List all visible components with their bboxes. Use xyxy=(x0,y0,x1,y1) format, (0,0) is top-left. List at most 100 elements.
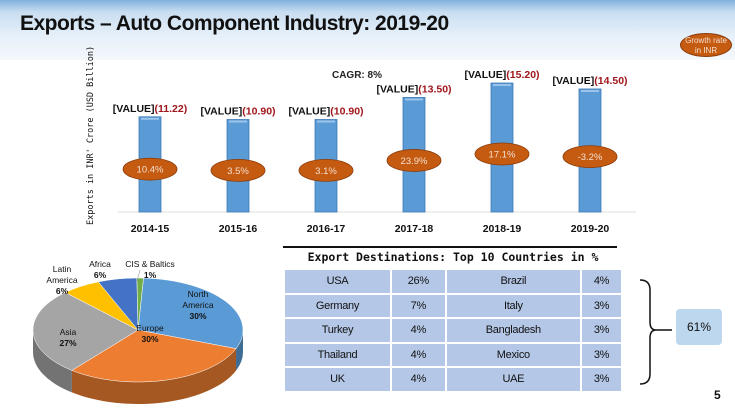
value-prefix: [VALUE] xyxy=(200,106,242,118)
country-cell: Brazil xyxy=(444,268,582,295)
brace-icon xyxy=(639,279,672,385)
bar-highlight xyxy=(141,117,159,120)
page-number: 5 xyxy=(714,388,721,402)
growth-rate-label: 10.4% xyxy=(137,165,164,176)
share-cell: 4% xyxy=(579,268,624,295)
table-row: USA 26% Brazil 4% xyxy=(283,268,624,295)
value-number: (13.50) xyxy=(418,83,451,95)
pie-label: America xyxy=(182,300,213,310)
country-cell: Italy xyxy=(444,292,582,319)
value-number: (15.20) xyxy=(506,69,539,81)
pie-chart: NorthAmerica30%Europe30%Asia27%LatinAmer… xyxy=(32,259,244,404)
country-cell: USA xyxy=(283,268,392,295)
country-cell: Bangladesh xyxy=(444,317,582,344)
growth-rate-label: 3.5% xyxy=(227,166,249,177)
bar-highlight xyxy=(229,120,247,123)
value-number: (11.22) xyxy=(155,103,188,115)
share-cell: 4% xyxy=(389,341,447,368)
bar-highlight xyxy=(493,84,511,87)
pie-label: Asia xyxy=(60,327,77,337)
pie-value-label: 30% xyxy=(141,334,158,344)
share-cell: 3% xyxy=(579,366,624,393)
value-prefix: [VALUE] xyxy=(376,83,418,95)
value-prefix: [VALUE] xyxy=(113,103,155,115)
bar-highlight xyxy=(581,89,599,92)
pie-slice xyxy=(32,292,139,371)
share-cell: 4% xyxy=(389,317,447,344)
pie-value-label: 6% xyxy=(94,270,107,280)
x-tick-label: 2015-16 xyxy=(219,223,258,235)
pie-slice xyxy=(71,329,237,383)
country-cell: Mexico xyxy=(444,341,582,368)
table-row: Turkey 4% Bangladesh 3% xyxy=(283,317,624,344)
pie-value-label: 30% xyxy=(189,311,206,321)
pie-label: Latin xyxy=(53,264,72,274)
value-number: (14.50) xyxy=(594,75,627,87)
pie-slice-side xyxy=(71,348,237,404)
cagr-annotation: CAGR: 8% xyxy=(332,70,382,81)
table-divider xyxy=(283,246,617,248)
value-prefix: [VALUE] xyxy=(288,106,330,118)
pie-label: Europe xyxy=(136,323,164,333)
share-cell: 3% xyxy=(579,317,624,344)
country-cell: Germany xyxy=(283,292,392,319)
pie-slice xyxy=(137,277,244,349)
table-row: Thailand 4% Mexico 3% xyxy=(283,341,624,368)
bar-value-label: [VALUE](14.50) xyxy=(552,75,627,87)
table-title: Export Destinations: Top 10 Countries in… xyxy=(307,250,599,264)
slide-title: Exports – Auto Component Industry: 2019-… xyxy=(20,12,449,35)
share-cell: 3% xyxy=(579,341,624,368)
growth-rate-bubble xyxy=(210,158,266,182)
country-cell: UAE xyxy=(444,366,582,393)
growth-legend-bubble: Growth rate in INR xyxy=(680,33,732,57)
leader-line xyxy=(136,269,141,282)
bar-value-label: [VALUE](11.22) xyxy=(113,103,188,115)
bar-value-label: [VALUE](13.50) xyxy=(376,83,451,95)
growth-rate-label: 3.1% xyxy=(315,166,337,177)
pie-label: America xyxy=(46,275,77,285)
pie-value-label: 1% xyxy=(144,270,157,280)
share-cell: 7% xyxy=(389,292,447,319)
growth-rate-bubble xyxy=(298,158,354,182)
country-cell: UK xyxy=(283,366,392,393)
pie-slice xyxy=(136,277,144,331)
x-tick-label: 2016-17 xyxy=(307,223,346,235)
growth-rate-bubble xyxy=(474,142,530,166)
bar-value-label: [VALUE](10.90) xyxy=(288,106,363,118)
growth-rate-label: 23.9% xyxy=(401,156,428,167)
growth-rate-bubble xyxy=(562,145,618,169)
y-axis-label: Exports in INR' Crore (USD Billion) xyxy=(86,46,96,225)
country-cell: Thailand xyxy=(283,341,392,368)
x-tick-label: 2019-20 xyxy=(571,223,610,235)
growth-rate-label: -3.2% xyxy=(578,152,603,163)
share-cell: 3% xyxy=(579,292,624,319)
growth-rate-bubble xyxy=(122,157,178,181)
export-destinations-table: USA 26% Brazil 4% Germany 7% Italy 3% Turkey 4% Ba… xyxy=(283,268,624,393)
bar-value-label: [VALUE](15.20) xyxy=(464,69,539,81)
growth-rate-label: 17.1% xyxy=(489,149,516,160)
value-prefix: [VALUE] xyxy=(464,69,506,81)
pie-slice-side xyxy=(33,330,72,393)
bar-highlight xyxy=(317,120,335,123)
header-banner xyxy=(0,0,735,60)
table-row: UK 4% UAE 3% xyxy=(283,366,624,393)
pie-value-label: 27% xyxy=(59,338,76,348)
bar-highlight xyxy=(405,98,423,101)
value-prefix: [VALUE] xyxy=(552,75,594,87)
x-tick-label: 2014-15 xyxy=(131,223,170,235)
bar-value-label: [VALUE](10.90) xyxy=(200,106,275,118)
value-number: (10.90) xyxy=(330,106,363,118)
pie-label: CIS & Baltics xyxy=(125,259,175,269)
x-tick-label: 2017-18 xyxy=(395,223,434,235)
top10-total-badge: 61% xyxy=(676,309,722,345)
growth-rate-bubble xyxy=(386,149,442,172)
x-tick-label: 2018-19 xyxy=(483,223,522,235)
bar-chart: Exports in INR' Crore (USD Billion) CAGR… xyxy=(86,46,636,235)
share-cell: 4% xyxy=(389,366,447,393)
share-cell: 26% xyxy=(389,268,447,295)
pie-value-label: 6% xyxy=(56,286,69,296)
pie-label: North xyxy=(188,289,209,299)
value-number: (10.90) xyxy=(242,106,275,118)
country-cell: Turkey xyxy=(283,317,392,344)
table-row: Germany 7% Italy 3% xyxy=(283,292,624,319)
